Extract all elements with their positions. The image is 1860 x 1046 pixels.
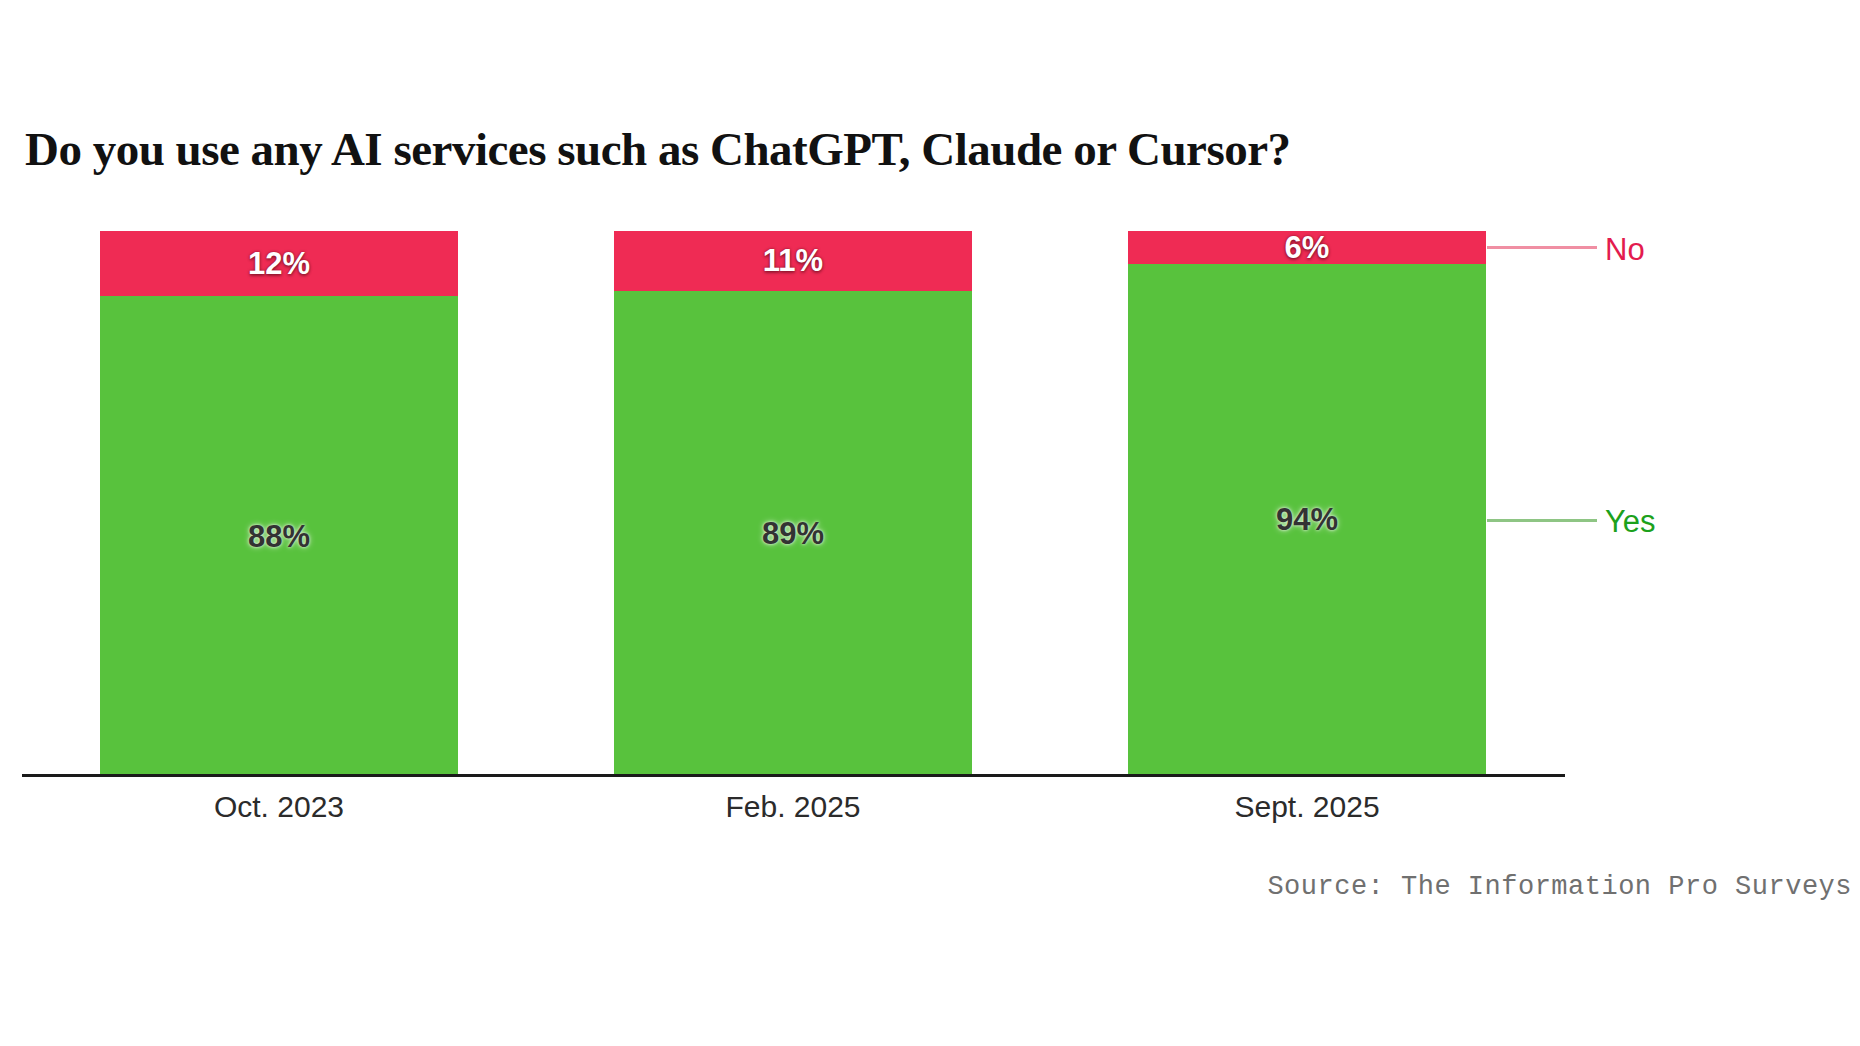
bar-group-feb-2025: 11% 89%	[614, 231, 972, 776]
chart-canvas: Do you use any AI services such as ChatG…	[0, 0, 1860, 1046]
x-axis-label: Feb. 2025	[614, 790, 972, 824]
bar-segment-yes: 89%	[614, 291, 972, 776]
bar-segment-yes: 88%	[100, 296, 458, 776]
x-axis-line	[22, 774, 1565, 777]
segment-value-label-no: 12%	[248, 248, 310, 279]
legend-yes-connector-line	[1487, 519, 1597, 522]
bar-segment-no: 12%	[100, 231, 458, 296]
bar-segment-no: 11%	[614, 231, 972, 291]
legend-no-label: No	[1605, 234, 1645, 265]
bar-segment-yes: 94%	[1128, 264, 1486, 776]
bar-segment-no: 6%	[1128, 231, 1486, 264]
x-axis-label: Oct. 2023	[100, 790, 458, 824]
segment-value-label-yes: 88%	[248, 521, 310, 552]
segment-value-label-no: 6%	[1285, 232, 1330, 263]
bar-group-oct-2023: 12% 88%	[100, 231, 458, 776]
segment-value-label-no: 11%	[763, 245, 823, 276]
legend-no-connector-line	[1487, 246, 1597, 249]
segment-value-label-yes: 94%	[1276, 504, 1338, 535]
x-axis-label: Sept. 2025	[1128, 790, 1486, 824]
legend-yes-label: Yes	[1605, 506, 1656, 537]
segment-value-label-yes: 89%	[762, 518, 824, 549]
source-credit: Source: The Information Pro Surveys	[1267, 872, 1852, 902]
bar-group-sept-2025: 6% 94%	[1128, 231, 1486, 776]
